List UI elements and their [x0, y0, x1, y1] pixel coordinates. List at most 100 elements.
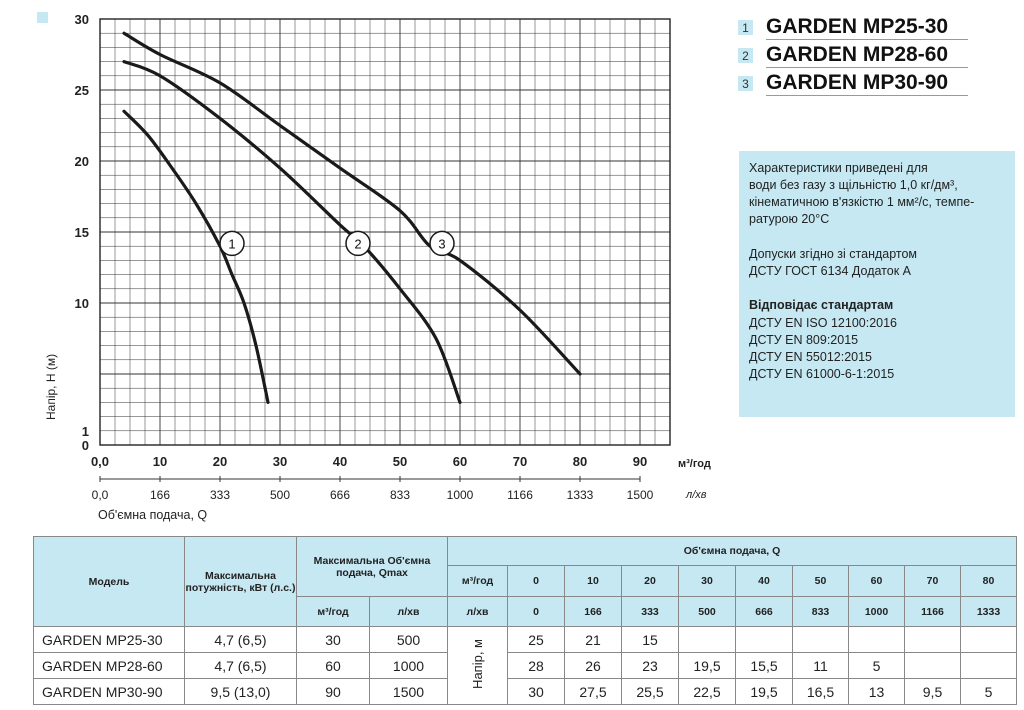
info-text: Характеристики приведені для — [749, 161, 928, 175]
head-cell: 25,5 — [621, 678, 679, 705]
x-tick-label-lmin: 1333 — [567, 488, 594, 502]
x-tick-label-lmin: 333 — [210, 488, 230, 502]
x-tick-label: 0,0 — [91, 454, 109, 469]
flow-l-cell: 500 — [678, 596, 736, 627]
flow-m3-cell: 30 — [678, 565, 736, 597]
x-tick-label: 40 — [333, 454, 347, 469]
flow-l-cell: 833 — [792, 596, 849, 627]
head-cell: 30 — [507, 678, 565, 705]
flow-l-cell: 166 — [564, 596, 622, 627]
head-cell — [904, 652, 961, 679]
x-tick-label-lmin: 1500 — [627, 488, 654, 502]
x-tick-label: 90 — [633, 454, 647, 469]
power-cell: 9,5 (13,0) — [184, 678, 297, 705]
header-power: Максимальна потужність, кВт (л.с.) — [184, 536, 297, 627]
flow-m3-cell: 70 — [904, 565, 961, 597]
head-cell — [678, 626, 736, 653]
head-cell — [848, 626, 905, 653]
legend-model-name: GARDEN MP25-30 — [766, 15, 969, 40]
plot-frame — [99, 18, 671, 446]
qmax-unit-m3: м³/год — [296, 596, 370, 627]
legend-number: 1 — [738, 20, 753, 35]
standard-item: ДСТУ EN 61000-6-1:2015 — [749, 367, 895, 381]
head-cell: 21 — [564, 626, 622, 653]
legend-item: 2 GARDEN MP28-60 — [738, 42, 1024, 69]
model-cell: GARDEN MP28-60 — [33, 652, 185, 679]
x-tick-label: 20 — [213, 454, 227, 469]
x-tick-label-lmin: 500 — [270, 488, 290, 502]
head-cell — [735, 626, 793, 653]
corner-square — [37, 12, 48, 23]
info-text: води без газу з щільністю 1,0 кг/дм³, — [749, 178, 958, 192]
y-tick-label: 0 — [82, 438, 89, 453]
head-cell — [960, 626, 1017, 653]
head-cell: 16,5 — [792, 678, 849, 705]
head-cell: 19,5 — [735, 678, 793, 705]
legend: 1 GARDEN MP25-30 2 GARDEN MP28-60 3 GARD… — [738, 14, 1024, 98]
legend-number: 3 — [738, 76, 753, 91]
x-tick-label-lmin: 1000 — [447, 488, 474, 502]
head-cell: 19,5 — [678, 652, 736, 679]
series-line-2 — [122, 60, 462, 404]
x-tick-label: 10 — [153, 454, 167, 469]
qmax-unit-l: л/хв — [369, 596, 448, 627]
y-tick-label: 30 — [75, 12, 89, 27]
head-cell: 28 — [507, 652, 565, 679]
table-row: GARDEN MP28-60 4,7 (6,5) 60 1000 28 26 2… — [33, 652, 1017, 679]
curve-marker — [345, 230, 371, 257]
unit-l: л/хв — [447, 596, 508, 627]
qmax-m3-cell: 30 — [296, 626, 370, 653]
qmax-l-cell: 500 — [369, 626, 448, 653]
head-cell: 22,5 — [678, 678, 736, 705]
x-unit-bottom: л/хв — [685, 489, 707, 501]
flow-l-cell: 1333 — [960, 596, 1017, 627]
standard-item: ДСТУ EN 55012:2015 — [749, 350, 873, 364]
flow-l-cell: 333 — [621, 596, 679, 627]
model-cell: GARDEN MP25-30 — [33, 626, 185, 653]
flow-l-cell: 1000 — [848, 596, 905, 627]
legend-number: 2 — [738, 48, 753, 63]
flow-m3-cell: 40 — [735, 565, 793, 597]
flow-m3-cell: 10 — [564, 565, 622, 597]
head-cell: 5 — [848, 652, 905, 679]
qmax-m3-cell: 90 — [296, 678, 370, 705]
head-cell: 23 — [621, 652, 679, 679]
info-text: ДСТУ ГОСТ 6134 Додаток А — [749, 264, 911, 278]
head-cell: 11 — [792, 652, 849, 679]
head-cell: 5 — [960, 678, 1017, 705]
x-axis-label: Об'ємна подача, Q — [98, 508, 207, 522]
info-text: Допуски згідно зі стандартом — [749, 247, 918, 261]
x-tick-label-lmin: 0,0 — [92, 488, 109, 502]
head-cell — [904, 626, 961, 653]
x-tick-label: 60 — [453, 454, 467, 469]
head-cell — [960, 652, 1017, 679]
spec-table: Модель Максимальна потужність, кВт (л.с.… — [33, 536, 1017, 705]
y-tick-label: 20 — [75, 154, 89, 169]
y-tick-label: 15 — [75, 225, 89, 240]
flow-m3-cell: 0 — [507, 565, 565, 597]
power-cell: 4,7 (6,5) — [184, 626, 297, 653]
head-cell — [792, 626, 849, 653]
y-tick-label: 25 — [75, 83, 89, 98]
qmax-l-cell: 1000 — [369, 652, 448, 679]
head-cell: 15,5 — [735, 652, 793, 679]
standard-item: ДСТУ EN ISO 12100:2016 — [749, 316, 898, 330]
power-cell: 4,7 (6,5) — [184, 652, 297, 679]
curve-marker-label: 3 — [438, 236, 445, 251]
head-cell: 9,5 — [904, 678, 961, 705]
y-axis-label: Напір, Н (м) — [44, 354, 58, 420]
curve-marker — [429, 230, 455, 257]
legend-item: 3 GARDEN MP30-90 — [738, 70, 1024, 97]
qmax-l-cell: 1500 — [369, 678, 448, 705]
info-text: кінематичною в'язкістю 1 мм²/с, темпе- — [749, 195, 975, 209]
legend-model-name: GARDEN MP30-90 — [766, 71, 969, 96]
head-cell: 26 — [564, 652, 622, 679]
flow-m3-cell: 20 — [621, 565, 679, 597]
flow-l-cell: 1166 — [904, 596, 961, 627]
flow-l-cell: 0 — [507, 596, 565, 627]
head-label: Напір, м — [470, 639, 485, 689]
head-cell: 27,5 — [564, 678, 622, 705]
x-tick-label-lmin: 666 — [330, 488, 350, 502]
x-tick-label: 50 — [393, 454, 407, 469]
x-tick-label: 80 — [573, 454, 587, 469]
